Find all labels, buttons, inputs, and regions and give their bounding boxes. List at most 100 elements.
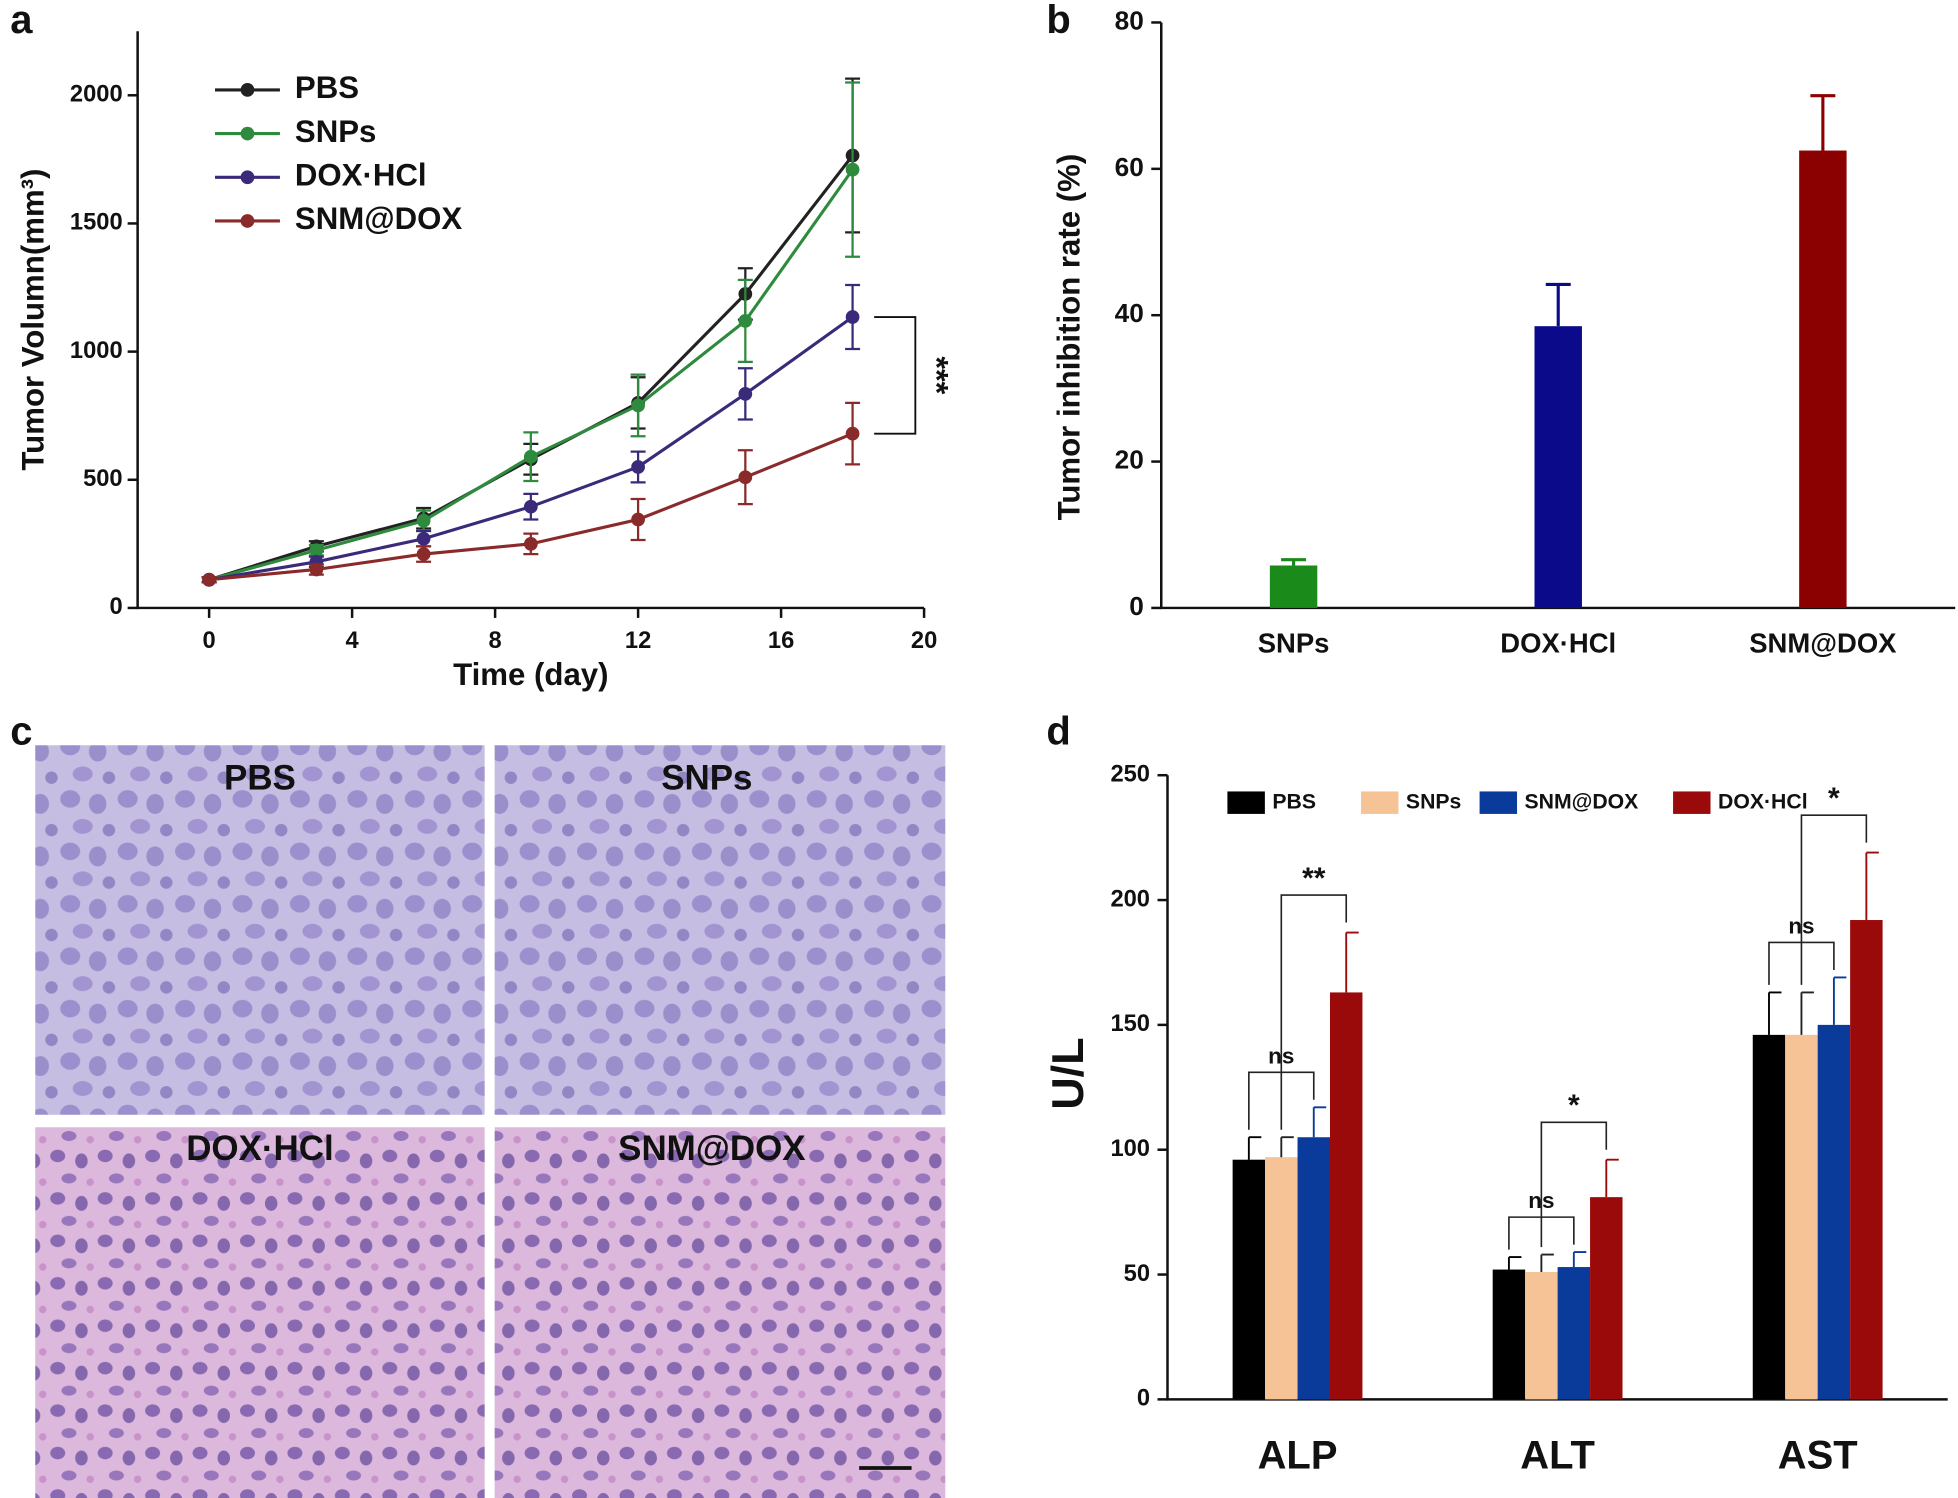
- data-point: [631, 512, 645, 527]
- y-tick-label: 150: [1110, 1011, 1150, 1037]
- histology-image: [494, 1127, 946, 1498]
- significance-label: ***: [918, 356, 954, 394]
- legend-marker: [240, 170, 255, 185]
- bar: [1492, 1269, 1526, 1400]
- histology-panel: [35, 745, 946, 1498]
- y-tick-label: 20: [1115, 444, 1144, 474]
- data-point: [416, 513, 431, 528]
- bar: [1297, 1137, 1330, 1400]
- bar: [1590, 1197, 1623, 1400]
- error-bar: [1800, 991, 1814, 1035]
- legend-swatch: [1479, 791, 1518, 814]
- error-bar: [1572, 1251, 1587, 1268]
- image-label: SNM@DOX: [618, 1129, 805, 1168]
- data-point: [845, 426, 860, 441]
- x-tick-label: 12: [625, 628, 651, 654]
- y-axis-label: U/L: [1042, 1037, 1093, 1109]
- x-tick-label: 8: [489, 628, 502, 654]
- histology-image: [35, 745, 485, 1115]
- legend-marker: [240, 126, 255, 141]
- ns-bracket: [1768, 941, 1835, 985]
- legend-label: DOX·HCl: [295, 157, 427, 192]
- data-point: [523, 499, 538, 514]
- histology-image: [494, 745, 946, 1115]
- error-bar: [1768, 991, 1782, 1035]
- significance-label: **: [1302, 862, 1326, 895]
- significance-bracket: [1540, 1121, 1608, 1218]
- bar: [1534, 326, 1582, 608]
- y-tick-label: 200: [1110, 886, 1150, 912]
- error-bar: [1545, 282, 1571, 327]
- data-point: [738, 313, 753, 328]
- legend-label: SNM@DOX: [295, 201, 462, 236]
- y-tick-label: 2000: [70, 82, 123, 108]
- data-point: [523, 536, 538, 551]
- data-point: [631, 398, 645, 413]
- panel-letter: a: [10, 0, 33, 42]
- error-bar: [1280, 1136, 1294, 1158]
- significance-label: *: [1828, 782, 1840, 815]
- x-tick-label: 0: [203, 628, 216, 654]
- x-tick-label: 20: [911, 628, 937, 654]
- error-bar: [1540, 1253, 1554, 1273]
- x-tick-label: 16: [768, 628, 794, 654]
- data-point: [309, 562, 324, 577]
- error-bar: [1247, 1136, 1262, 1160]
- legend-label: SNM@DOX: [1525, 790, 1639, 813]
- data-point: [416, 547, 431, 561]
- bar: [1232, 1159, 1266, 1400]
- x-tick-label: ALP: [1258, 1434, 1338, 1478]
- error-bar: [1865, 851, 1879, 921]
- bar: [1799, 150, 1847, 608]
- y-axis-label: Tumor Volumn(mm³): [15, 169, 50, 471]
- ns-bracket: [1508, 1216, 1575, 1250]
- ns-bracket: [1248, 1071, 1315, 1130]
- x-axis-label: Time (day): [453, 657, 608, 692]
- data-point: [845, 162, 860, 177]
- legend-label: SNPs: [295, 114, 376, 149]
- histology-image: [35, 1127, 485, 1498]
- y-tick-label: 60: [1115, 152, 1144, 182]
- significance-bracket: [1800, 814, 1868, 943]
- bar: [1265, 1157, 1298, 1400]
- data-point: [845, 310, 860, 324]
- error-bar: [1312, 1106, 1327, 1138]
- y-tick-label: 500: [83, 466, 123, 492]
- bar: [1752, 1034, 1786, 1400]
- data-point: [202, 572, 216, 587]
- bar: [1329, 992, 1363, 1400]
- error-bar: [1345, 931, 1359, 993]
- panel-letter: b: [1046, 0, 1070, 42]
- legend-swatch: [1360, 791, 1399, 814]
- bar: [1525, 1272, 1558, 1400]
- legend-marker: [240, 83, 255, 97]
- legend-label: DOX·HCl: [1718, 790, 1808, 813]
- image-label: SNPs: [661, 758, 752, 797]
- x-tick-label: SNM@DOX: [1749, 628, 1897, 659]
- data-point: [738, 387, 753, 401]
- bar: [1557, 1267, 1591, 1400]
- legend-label: SNPs: [1406, 790, 1461, 813]
- significance-bracket: [874, 316, 917, 435]
- x-tick-label: 4: [346, 628, 360, 654]
- error-bar: [1832, 976, 1847, 1025]
- error-bar: [1605, 1158, 1619, 1198]
- significance-label: *: [1568, 1089, 1580, 1122]
- significance-bracket: [1280, 894, 1348, 1073]
- legend-label: PBS: [295, 70, 359, 105]
- data-point: [738, 470, 753, 485]
- axis: [136, 31, 925, 610]
- bar: [1850, 920, 1883, 1400]
- x-tick-label: SNPs: [1258, 628, 1330, 659]
- x-tick-label: ALT: [1520, 1434, 1595, 1478]
- image-label: PBS: [224, 758, 296, 797]
- panel-letter: d: [1046, 710, 1070, 754]
- y-tick-label: 80: [1115, 5, 1144, 35]
- error-bar: [1281, 558, 1307, 566]
- data-point: [309, 543, 324, 558]
- panel-letter: c: [10, 710, 32, 754]
- bar: [1817, 1024, 1851, 1400]
- error-bar: [1507, 1256, 1522, 1270]
